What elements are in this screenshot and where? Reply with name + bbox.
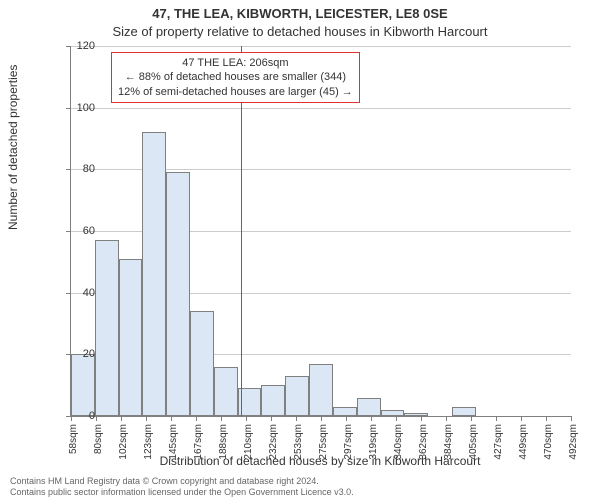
x-tick-label: 275sqm xyxy=(318,424,329,464)
plot-area: 47 THE LEA: 206sqm← 88% of detached hous… xyxy=(70,46,571,417)
x-tick-mark xyxy=(196,416,197,421)
histogram-bar xyxy=(381,410,405,416)
x-tick-label: 405sqm xyxy=(468,424,479,464)
x-tick-mark xyxy=(221,416,222,421)
annotation-line: 12% of semi-detached houses are larger (… xyxy=(118,85,353,99)
x-tick-label: 449sqm xyxy=(518,424,529,464)
x-tick-label: 102sqm xyxy=(118,424,129,464)
histogram-bar xyxy=(71,354,95,416)
x-tick-label: 210sqm xyxy=(243,424,254,464)
x-tick-mark xyxy=(246,416,247,421)
x-tick-label: 145sqm xyxy=(168,424,179,464)
x-tick-mark xyxy=(96,416,97,421)
chart-title-main: 47, THE LEA, KIBWORTH, LEICESTER, LE8 0S… xyxy=(0,6,600,21)
histogram-bar xyxy=(309,364,333,416)
x-tick-label: 253sqm xyxy=(293,424,304,464)
x-tick-mark xyxy=(321,416,322,421)
histogram-bar xyxy=(261,385,285,416)
histogram-bar xyxy=(333,407,357,416)
histogram-bar xyxy=(166,172,190,416)
y-tick-label: 20 xyxy=(65,348,95,360)
histogram-bar xyxy=(95,240,119,416)
y-tick-label: 80 xyxy=(65,163,95,175)
annotation-box: 47 THE LEA: 206sqm← 88% of detached hous… xyxy=(111,52,360,103)
annotation-line: ← 88% of detached houses are smaller (34… xyxy=(118,70,353,84)
histogram-bar xyxy=(285,376,309,416)
histogram-bar xyxy=(452,407,476,416)
footer-line-1: Contains HM Land Registry data © Crown c… xyxy=(10,476,590,487)
chart-title-sub: Size of property relative to detached ho… xyxy=(0,24,600,39)
x-tick-label: 427sqm xyxy=(493,424,504,464)
y-tick-label: 60 xyxy=(65,225,95,237)
x-tick-label: 384sqm xyxy=(443,424,454,464)
x-tick-mark xyxy=(421,416,422,421)
x-tick-label: 340sqm xyxy=(393,424,404,464)
x-tick-label: 470sqm xyxy=(543,424,554,464)
histogram-bar xyxy=(119,259,143,416)
x-tick-mark xyxy=(471,416,472,421)
histogram-bar xyxy=(190,311,214,416)
x-tick-mark xyxy=(371,416,372,421)
x-tick-mark xyxy=(346,416,347,421)
x-tick-mark xyxy=(546,416,547,421)
x-tick-label: 167sqm xyxy=(193,424,204,464)
x-tick-label: 80sqm xyxy=(93,424,104,464)
annotation-line: 47 THE LEA: 206sqm xyxy=(118,56,353,70)
x-tick-mark xyxy=(121,416,122,421)
y-tick-label: 100 xyxy=(65,102,95,114)
gridline-h xyxy=(71,46,571,47)
y-tick-label: 120 xyxy=(65,40,95,52)
x-tick-mark xyxy=(446,416,447,421)
x-tick-label: 123sqm xyxy=(143,424,154,464)
x-tick-label: 492sqm xyxy=(568,424,579,464)
gridline-h xyxy=(71,108,571,109)
histogram-bar xyxy=(357,398,381,417)
chart-container: 47, THE LEA, KIBWORTH, LEICESTER, LE8 0S… xyxy=(0,0,600,500)
y-axis-label: Number of detached properties xyxy=(6,65,20,230)
x-tick-mark xyxy=(396,416,397,421)
x-tick-mark xyxy=(521,416,522,421)
histogram-bar xyxy=(404,413,428,416)
x-tick-mark xyxy=(296,416,297,421)
x-tick-label: 362sqm xyxy=(418,424,429,464)
x-tick-mark xyxy=(146,416,147,421)
x-tick-label: 188sqm xyxy=(218,424,229,464)
chart-footer: Contains HM Land Registry data © Crown c… xyxy=(10,476,590,498)
histogram-bar xyxy=(142,132,166,416)
x-tick-mark xyxy=(171,416,172,421)
x-tick-label: 297sqm xyxy=(343,424,354,464)
histogram-bar xyxy=(214,367,238,416)
x-tick-label: 319sqm xyxy=(368,424,379,464)
x-tick-mark xyxy=(571,416,572,421)
x-tick-mark xyxy=(271,416,272,421)
x-tick-label: 58sqm xyxy=(68,424,79,464)
y-tick-label: 0 xyxy=(65,410,95,422)
y-tick-label: 40 xyxy=(65,287,95,299)
footer-line-2: Contains public sector information licen… xyxy=(10,487,590,498)
x-tick-mark xyxy=(496,416,497,421)
x-tick-label: 232sqm xyxy=(268,424,279,464)
